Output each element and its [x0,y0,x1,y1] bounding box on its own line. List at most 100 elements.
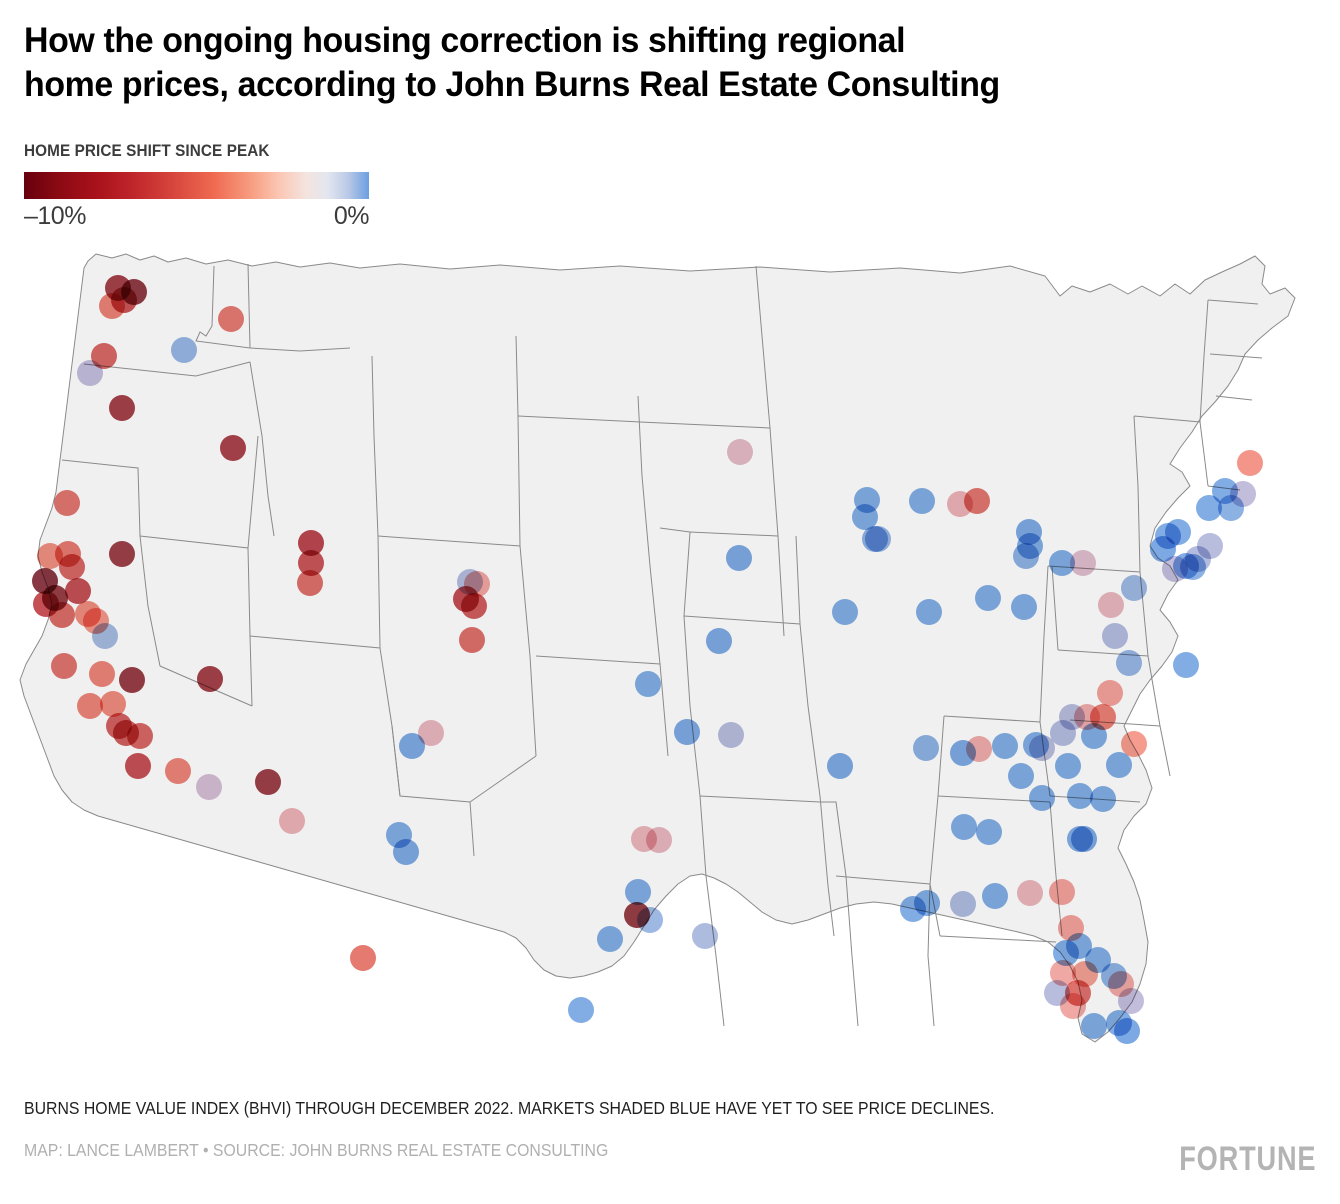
map-data-point [106,713,132,739]
map-data-point [1008,763,1034,789]
legend-color-bar [24,172,369,199]
map-data-point [54,490,80,516]
map-data-point [625,879,651,905]
map-data-point [992,733,1018,759]
map-data-point [1070,550,1096,576]
map-data-point [297,570,323,596]
map-data-point [119,667,145,693]
us-dot-map [0,236,1340,1076]
map-data-point [49,602,75,628]
legend-min-label: –10% [24,202,86,230]
map-data-point [105,275,131,301]
map-data-point [1016,519,1042,545]
footnote: BURNS HOME VALUE INDEX (BHVI) THROUGH DE… [24,1098,995,1118]
map-data-point [1081,723,1107,749]
map-data-point [218,306,244,332]
map-data-point [350,945,376,971]
map-data-point [982,883,1008,909]
map-data-point [459,627,485,653]
map-data-point [674,719,700,745]
map-data-point [1049,879,1075,905]
map-data-point [852,504,878,530]
page-title: How the ongoing housing correction is sh… [24,20,1000,105]
map-data-point [298,530,324,556]
map-data-point [165,758,191,784]
map-data-point [1162,556,1188,582]
map-data-point [1165,519,1191,545]
map-data-point [255,769,281,795]
map-data-point [975,585,1001,611]
map-data-point [1067,783,1093,809]
map-data-point [916,599,942,625]
map-data-point [92,623,118,649]
map-data-point [125,753,151,779]
map-data-point [1237,450,1263,476]
map-data-point [1116,650,1142,676]
map-data-point [1011,594,1037,620]
map-data-point [109,395,135,421]
fortune-logo: FORTUNE [1178,1140,1316,1178]
map-data-point [865,526,891,552]
map-data-point [827,753,853,779]
map-data-point [726,545,752,571]
legend: HOME PRICE SHIFT SINCE PEAK –10% 0% [24,141,370,230]
map-data-point [279,808,305,834]
map-data-point [1085,947,1111,973]
map-data-point [597,926,623,952]
map-data-points [32,275,1263,1044]
map-data-point [964,488,990,514]
map-data-point [976,819,1002,845]
map-data-point [568,997,594,1023]
map-data-point [171,337,197,363]
legend-tick-labels: –10% 0% [24,202,370,230]
map-data-point [913,735,939,761]
map-data-point [624,902,650,928]
map-data-point [950,891,976,917]
map-data-point [635,671,661,697]
map-data-point [900,896,926,922]
map-data-point [909,488,935,514]
map-data-point [100,691,126,717]
map-data-point [197,666,223,692]
map-data-point [1071,826,1097,852]
continental-us-outline [19,253,1296,1043]
map-data-point [77,360,103,386]
map-data-point [1017,880,1043,906]
legend-max-label: 0% [333,202,370,230]
map-data-point [1013,543,1039,569]
map-data-point [950,740,976,766]
map-data-point [1121,575,1147,601]
map-data-point [1029,735,1055,761]
map-data-point [89,661,115,687]
map-data-point [1049,550,1075,576]
map-data-point [832,599,858,625]
map-data-point [1053,940,1079,966]
map-data-point [951,814,977,840]
footer: BURNS HOME VALUE INDEX (BHVI) THROUGH DE… [24,1098,1324,1161]
map-data-point [393,839,419,865]
map-data-point [51,653,77,679]
legend-title: HOME PRICE SHIFT SINCE PEAK [24,141,270,160]
map-data-point [127,723,153,749]
map-data-point [727,439,753,465]
map-svg [19,253,1296,1044]
map-data-point [65,578,91,604]
credit-line: MAP: LANCE LAMBERT • SOURCE: JOHN BURNS … [24,1140,609,1160]
map-data-point [1098,592,1124,618]
map-data-point [418,720,444,746]
map-data-point [706,628,732,654]
map-data-point [399,733,425,759]
map-data-point [1050,960,1076,986]
map-data-point [1173,652,1199,678]
map-data-point [1060,993,1086,1019]
map-data-point [1196,495,1222,521]
map-data-point [1029,785,1055,811]
map-data-point [1081,1013,1107,1039]
map-data-point [646,827,672,853]
map-data-point [75,601,101,627]
map-data-point [1090,786,1116,812]
map-data-point [1230,481,1256,507]
map-data-point [220,435,246,461]
map-data-point [1121,731,1147,757]
